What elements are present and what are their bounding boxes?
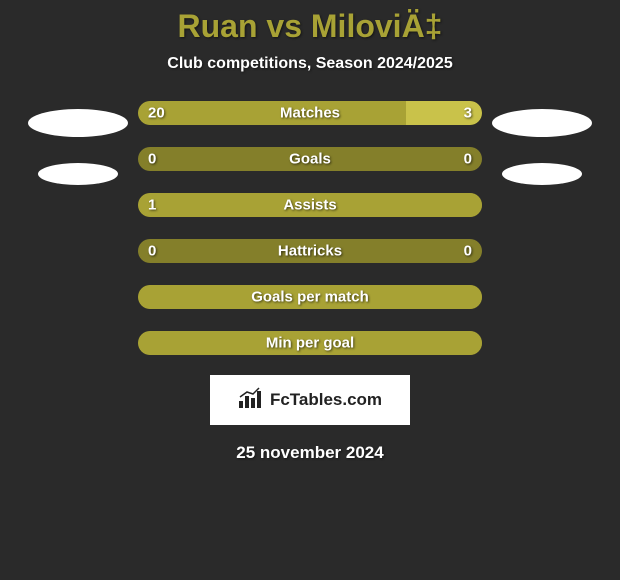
- left-player-col: [18, 101, 138, 211]
- stats-area: Matches203Goals00Assists1Hattricks00Goal…: [0, 101, 620, 355]
- stat-bar-goals-per-match: Goals per match: [138, 285, 482, 309]
- stat-bar-min-per-goal: Min per goal: [138, 331, 482, 355]
- fctables-logo[interactable]: FcTables.com: [210, 375, 410, 425]
- stat-bar-assists: Assists1: [138, 193, 482, 217]
- bar-label: Goals: [138, 151, 482, 168]
- bar-label: Hattricks: [138, 243, 482, 260]
- right-ellipse-1: [492, 109, 592, 137]
- right-ellipse-2: [502, 163, 582, 185]
- bar-value-right: 0: [464, 243, 472, 260]
- date-text: 25 november 2024: [236, 443, 383, 463]
- bar-value-left: 20: [148, 105, 165, 122]
- logo-text: FcTables.com: [270, 390, 382, 410]
- stat-bar-goals: Goals0 0: [138, 147, 482, 171]
- chart-icon: [238, 387, 264, 414]
- bar-left-fill: [138, 193, 482, 217]
- bar-left-fill: [138, 285, 482, 309]
- stat-bar-hattricks: Hattricks0 0: [138, 239, 482, 263]
- bar-left-fill: [138, 331, 482, 355]
- page-title: Ruan vs MiloviÄ‡: [178, 8, 443, 45]
- bar-value-left: 0: [148, 151, 156, 168]
- bar-value-left: 0: [148, 243, 156, 260]
- page-subtitle: Club competitions, Season 2024/2025: [167, 55, 452, 73]
- comparison-container: Ruan vs MiloviÄ‡ Club competitions, Seas…: [0, 0, 620, 580]
- right-player-col: [482, 101, 602, 211]
- bar-value-right: 3: [464, 105, 472, 122]
- bars-column: Matches203Goals00Assists1Hattricks00Goal…: [138, 101, 482, 355]
- bar-value-right: 0: [464, 151, 472, 168]
- bar-left-fill: [138, 101, 406, 125]
- stat-bar-matches: Matches203: [138, 101, 482, 125]
- left-ellipse-2: [38, 163, 118, 185]
- bar-value-left: 1: [148, 197, 156, 214]
- left-ellipse-1: [28, 109, 128, 137]
